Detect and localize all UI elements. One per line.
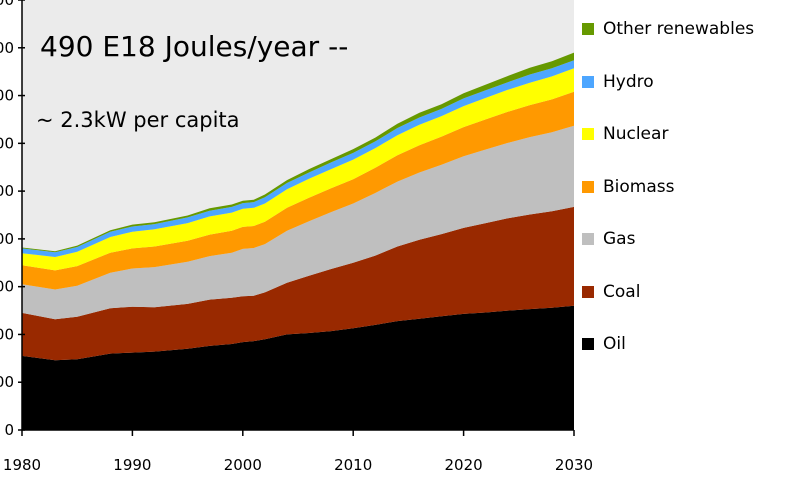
y-tick-label: 900 <box>0 0 14 9</box>
chart-subtitle: ~ 2.3kW per capita <box>36 108 240 132</box>
area-biomass <box>22 91 574 290</box>
y-tick-label: 0 <box>4 421 14 439</box>
legend-swatch <box>582 75 594 88</box>
legend-label: Other renewables <box>603 19 755 39</box>
x-tick-label: 2030 <box>555 456 593 474</box>
y-ticks-group: 0 100 200 300 400 500 600 700 800 900 <box>0 0 25 439</box>
x-tick-label: 2000 <box>224 456 262 474</box>
legend-swatch <box>582 338 594 350</box>
y-tick-label: 200 <box>0 325 14 343</box>
legend-swatch <box>582 285 594 298</box>
y-tick-label: 600 <box>0 134 14 152</box>
legend-item-hydro: Hydro <box>582 71 654 93</box>
legend-item-other-renewables: Other renewables <box>582 18 754 40</box>
legend-label: Biomass <box>603 176 675 197</box>
legend-item-nuclear: Nuclear <box>582 123 668 145</box>
chart-title: 490 E18 Joules/year -- <box>40 30 349 63</box>
y-tick-label: 500 <box>0 182 14 200</box>
area-series-group <box>22 52 574 430</box>
x-tick-label: 1990 <box>113 456 151 474</box>
legend-swatch <box>582 180 594 193</box>
legend-item-oil: Oil <box>582 333 626 355</box>
y-tick-label: 300 <box>0 278 14 296</box>
legend-item-coal: Coal <box>582 281 640 303</box>
y-tick-label: 400 <box>0 230 14 248</box>
legend-label: Nuclear <box>603 124 669 144</box>
area-nuclear <box>22 68 574 271</box>
legend-swatch <box>582 233 594 245</box>
area-gas <box>22 125 574 320</box>
x-tick-label: 2010 <box>334 456 372 474</box>
y-tick-label: 800 <box>0 39 14 57</box>
y-tick-label: 100 <box>0 373 14 391</box>
legend-label: Hydro <box>603 71 654 92</box>
x-ticks-group: 1980 1990 2000 2010 2020 2030 <box>3 430 593 474</box>
legend-label: Oil <box>603 334 626 354</box>
x-tick-label: 2020 <box>445 456 483 474</box>
legend-label: Gas <box>603 229 636 249</box>
area-oil <box>22 305 574 430</box>
area-coal <box>22 206 574 361</box>
x-tick-label: 1980 <box>3 456 41 474</box>
legend-swatch <box>582 128 594 140</box>
legend-label: Coal <box>603 281 641 302</box>
legend-swatch <box>582 23 594 35</box>
y-tick-label: 700 <box>0 87 14 105</box>
area-other-renewables <box>22 52 574 253</box>
legend-item-gas: Gas <box>582 228 635 250</box>
area-hydro <box>22 60 574 258</box>
axes-group <box>21 0 574 431</box>
legend-item-biomass: Biomass <box>582 176 674 198</box>
